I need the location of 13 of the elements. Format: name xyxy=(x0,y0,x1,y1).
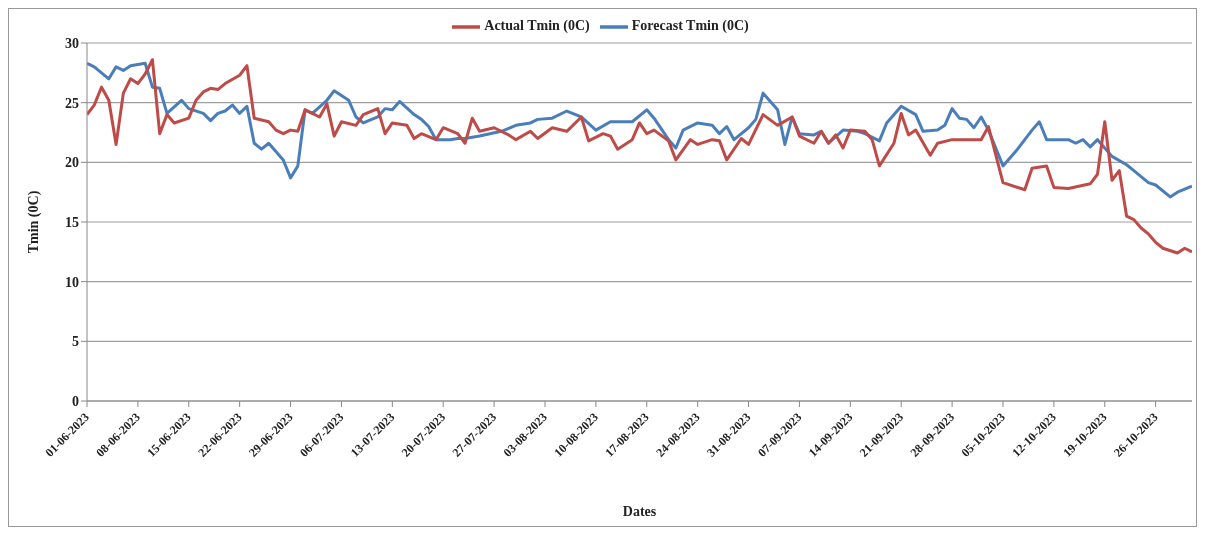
y-tick-label: 0 xyxy=(72,393,79,409)
x-axis-title: Dates xyxy=(622,504,657,519)
y-axis-title: Tmin (0C) xyxy=(25,190,42,254)
y-tick-label: 15 xyxy=(65,214,79,230)
legend-label: Actual Tmin (0C) xyxy=(484,18,590,34)
legend-label: Forecast Tmin (0C) xyxy=(631,18,749,34)
line-series xyxy=(87,61,1192,199)
y-tick-label: 5 xyxy=(72,334,79,350)
y-tick-label: 30 xyxy=(65,35,79,51)
y-tick-label: 10 xyxy=(65,274,79,290)
y-tick-label: 20 xyxy=(65,155,79,171)
line-series xyxy=(87,58,1192,255)
y-tick-label: 25 xyxy=(65,95,79,111)
